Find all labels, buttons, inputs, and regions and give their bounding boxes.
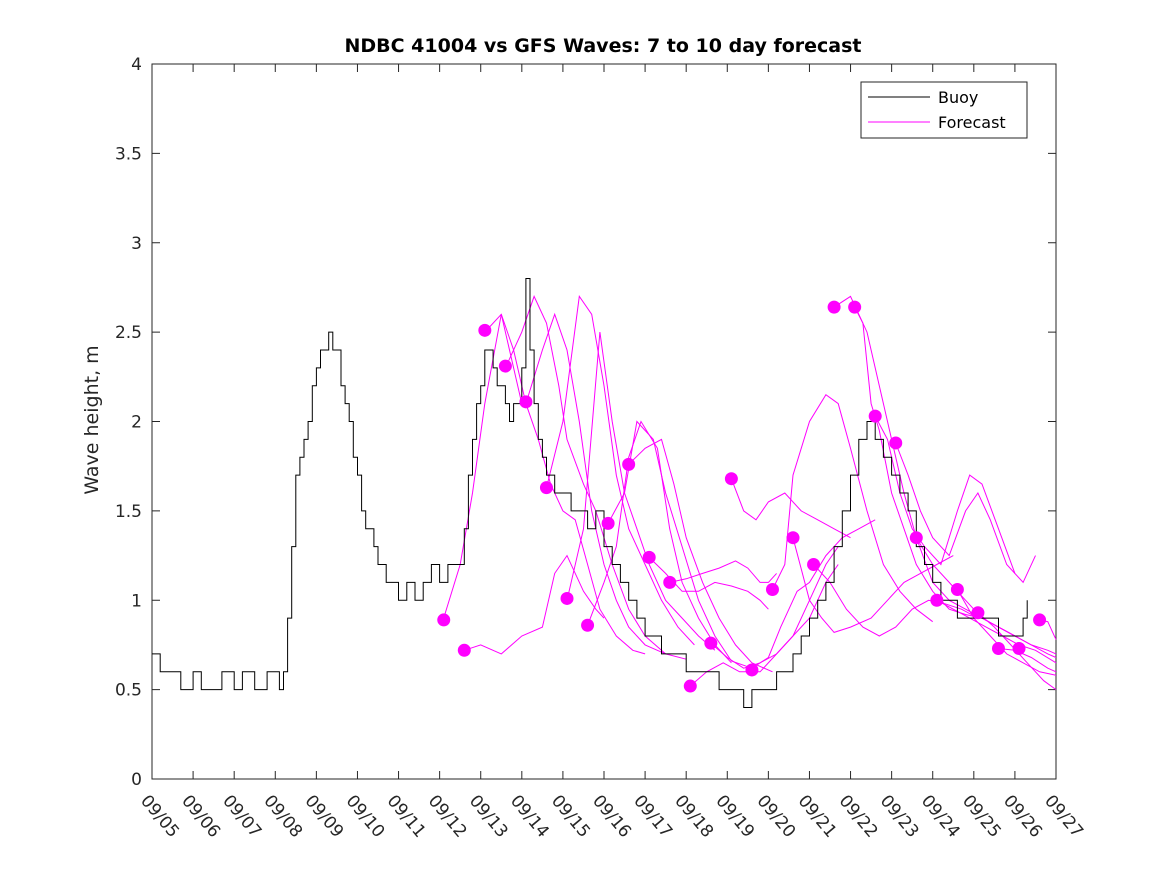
forecast-marker [622,457,636,471]
forecast-marker [498,359,512,373]
forecast-line [607,420,753,669]
y-tick-label: 1 [131,591,142,611]
y-tick-label: 3 [131,234,142,254]
legend-box [860,81,1028,139]
forecast-line [689,546,839,687]
forecast-marker [1012,642,1026,656]
y-tick-label: 3.5 [115,144,142,164]
forecast-marker [683,679,697,693]
forecast-marker [1033,613,1047,627]
forecast-marker [478,323,492,337]
forecast-marker [786,531,800,545]
forecast-marker [704,636,718,650]
forecast-line [751,519,876,669]
forecast-marker [437,613,451,627]
forecast-marker [991,642,1005,656]
y-axis-label: Wave height, m [81,345,103,494]
forecast-marker [539,481,553,495]
forecast-marker [950,583,964,597]
forecast-marker [519,395,533,409]
forecast-marker [909,531,923,545]
forecast-line [504,295,666,655]
forecast-marker [745,663,759,677]
forecast-marker [765,583,779,597]
forecast-marker [724,472,738,486]
forecast-line [895,442,1036,584]
legend-buoy-label: Buoy [938,88,978,107]
forecast-marker [601,516,615,530]
y-tick-label: 4 [131,55,142,75]
forecast-marker [827,300,841,314]
forecast-line [546,295,695,646]
legend: Buoy Forecast [860,81,1028,139]
legend-forecast-label: Forecast [938,113,1006,132]
forecast-marker [663,575,677,589]
forecast-line [710,564,839,669]
forecast-marker [930,593,944,607]
forecast-marker [560,591,574,605]
y-tick-label: 0.5 [115,681,142,701]
forecast-line [525,312,687,660]
y-tick-label: 2.5 [115,323,142,343]
forecast-line [936,599,1057,664]
forecast-marker [889,436,903,450]
forecast-marker [971,606,985,620]
forecast-marker [868,409,882,423]
forecast-marker [642,550,656,564]
forecast-line [464,554,605,655]
chart-title: NDBC 41004 vs GFS Waves: 7 to 10 day for… [344,35,861,57]
forecast-line [772,393,934,623]
y-tick-label: 2 [131,413,142,433]
forecast-line [813,564,979,637]
forecast-line [669,560,777,583]
forecast-marker [807,558,821,571]
forecast-line [730,478,851,539]
forecast-marker [848,300,862,314]
forecast-marker [581,618,595,632]
forecast-line [566,332,716,651]
y-tick-label: 1.5 [115,502,142,522]
y-tick-label: 0 [131,770,142,790]
forecast-line [628,438,773,673]
forecast-marker [457,643,471,657]
forecast-line [998,648,1057,673]
